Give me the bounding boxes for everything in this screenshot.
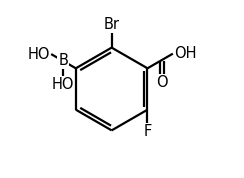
- Text: O: O: [156, 75, 168, 90]
- Text: Br: Br: [104, 17, 120, 32]
- Text: F: F: [143, 124, 152, 139]
- Text: HO: HO: [28, 47, 50, 62]
- Text: B: B: [58, 53, 68, 69]
- Text: HO: HO: [52, 77, 74, 92]
- Text: OH: OH: [174, 46, 196, 61]
